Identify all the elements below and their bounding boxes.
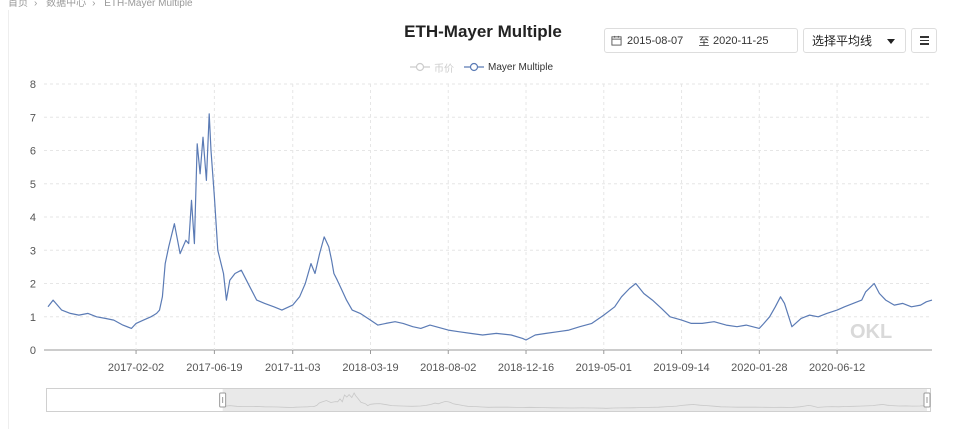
date-range-picker[interactable]: 2015-08-07 至 2020-11-25: [604, 28, 798, 53]
end-date-input[interactable]: 2020-11-25: [713, 34, 769, 47]
start-date-input[interactable]: 2015-08-07: [627, 34, 684, 47]
y-tick-label: 3: [30, 245, 36, 257]
y-tick-label: 6: [30, 146, 36, 158]
chart-title: ETH-Mayer Multiple: [404, 22, 562, 41]
breadcrumb-data-center[interactable]: 数据中心: [46, 0, 87, 9]
legend-marker-icon: [410, 62, 430, 72]
legend-label-price: 币价: [434, 63, 454, 75]
x-tick-label: 2018-12-16: [498, 362, 554, 374]
y-tick-label: 1: [30, 312, 36, 324]
slider-selected-range[interactable]: [222, 389, 928, 411]
x-tick-label: 2019-09-14: [653, 362, 709, 374]
chevron-down-icon: [887, 39, 895, 44]
mayer-multiple-series-line: [47, 113, 933, 341]
legend: 币价 Mayer Multiple: [410, 60, 563, 75]
breadcrumb-current: ETH-Mayer Multiple: [104, 0, 193, 9]
data-zoom-slider[interactable]: [46, 388, 931, 412]
date-separator: 至: [698, 35, 710, 48]
y-tick-label: 7: [30, 112, 36, 124]
watermark-logo: OKL: [850, 321, 892, 343]
x-tick-label: 2018-08-02: [420, 362, 476, 374]
legend-item-price[interactable]: 币价: [410, 60, 454, 75]
y-tick-label: 4: [30, 212, 36, 224]
y-tick-label: 2: [30, 279, 36, 291]
y-tick-label: 0: [30, 345, 36, 357]
breadcrumb-home[interactable]: 首页: [8, 0, 28, 9]
y-tick-label: 5: [30, 179, 36, 191]
x-tick-label: 2017-06-19: [186, 362, 242, 374]
x-tick-label: 2020-06-12: [809, 362, 865, 374]
x-tick-label: 2017-11-03: [265, 362, 320, 374]
chart-panel: [8, 10, 952, 429]
moving-average-select[interactable]: 选择平均线: [803, 28, 906, 53]
legend-label-mayer-multiple: Mayer Multiple: [488, 61, 554, 73]
x-tick-label: 2017-02-02: [108, 362, 164, 374]
moving-average-select-label: 选择平均线: [812, 34, 873, 48]
hamburger-menu-icon: [919, 36, 929, 38]
x-tick-label: 2018-03-19: [342, 362, 398, 374]
legend-marker-icon: [464, 62, 484, 72]
chart-menu-button[interactable]: [911, 28, 937, 53]
x-tick-label: 2019-05-01: [576, 362, 632, 374]
y-tick-label: 8: [30, 79, 36, 91]
legend-item-mayer-multiple[interactable]: Mayer Multiple: [464, 62, 553, 73]
breadcrumb: 首页 › 数据中心 › ETH-Mayer Multiple: [8, 0, 193, 9]
slider-preview-line: [225, 392, 930, 409]
calendar-icon: [605, 29, 627, 52]
x-tick-label: 2020-01-28: [731, 362, 787, 374]
